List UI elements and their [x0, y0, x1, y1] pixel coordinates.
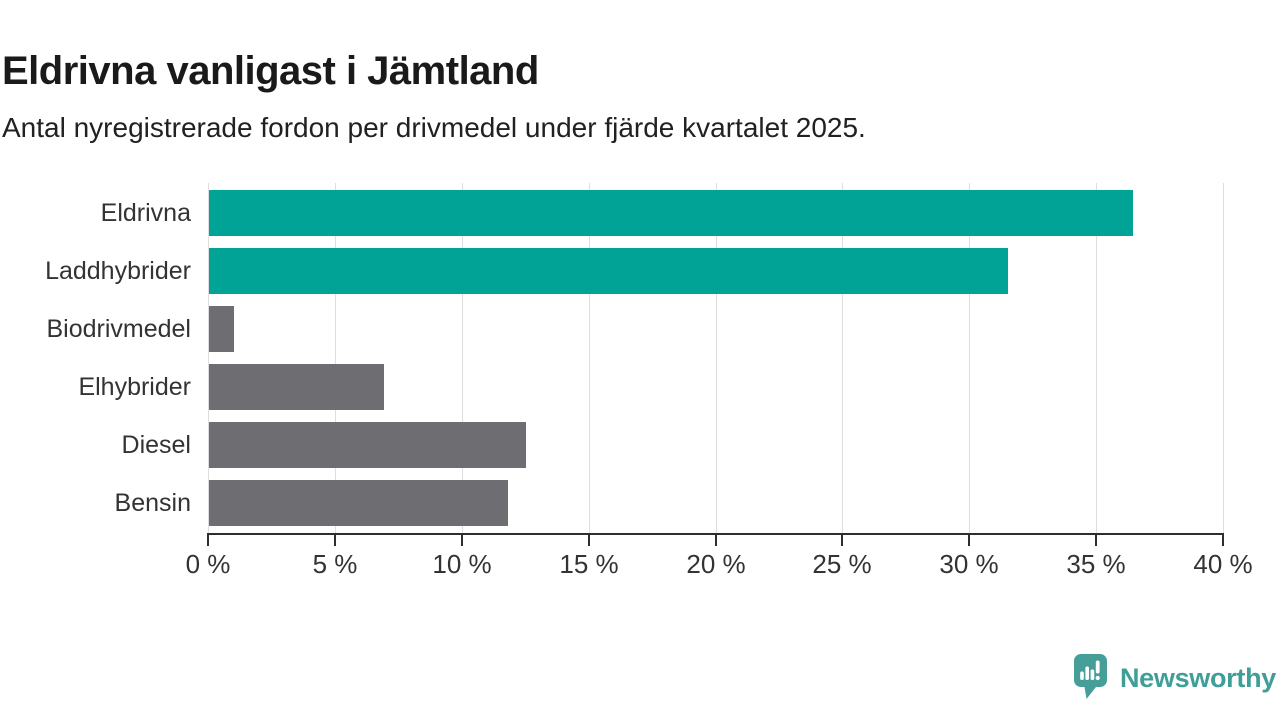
bar-elhybrider	[209, 364, 385, 410]
x-tick-label: 0 %	[185, 549, 231, 579]
x-tick-label: 35 %	[1066, 549, 1126, 579]
x-gridline	[335, 183, 336, 533]
bar-laddhybrider	[209, 248, 1009, 294]
x-axis-tick	[207, 533, 209, 546]
x-tick-label: 10 %	[432, 549, 492, 579]
x-axis-tick	[588, 533, 590, 546]
category-label: Bensin	[114, 489, 191, 517]
x-axis-tick	[1222, 533, 1224, 546]
x-axis-tick	[715, 533, 717, 546]
category-label: Diesel	[121, 431, 191, 459]
chart-title: Eldrivna vanligast i Jämtland	[2, 48, 539, 93]
x-axis-tick	[1095, 533, 1097, 546]
category-label: Biodrivmedel	[46, 315, 191, 343]
category-label: Elhybrider	[78, 373, 191, 401]
x-gridline	[842, 183, 843, 533]
brand-name: Newsworthy	[1119, 663, 1276, 693]
category-label: Eldrivna	[100, 199, 191, 227]
bar-diesel	[209, 422, 527, 468]
bar-eldrivna	[209, 190, 1133, 236]
x-axis-tick	[968, 533, 970, 546]
x-gridline	[969, 183, 970, 533]
x-tick-label: 25 %	[812, 549, 872, 579]
newsworthy-logo-icon	[1073, 654, 1107, 699]
x-gridline	[462, 183, 463, 533]
bar-chart-plot-area: Eldrivna Laddhybrider Biodrivmedel Elhybrid…	[45, 183, 1253, 579]
x-tick-label: 30 %	[939, 549, 999, 579]
x-tick-label: 40 %	[1193, 549, 1253, 579]
x-gridline	[1223, 183, 1224, 533]
x-gridline	[589, 183, 590, 533]
bar-biodrivmedel	[209, 306, 235, 352]
newsworthy-brand: Newsworthy	[1073, 654, 1276, 702]
x-tick-label: 15 %	[559, 549, 619, 579]
x-tick-label: 5 %	[312, 549, 358, 579]
x-axis-tick	[334, 533, 336, 546]
bar-bensin	[209, 480, 509, 526]
x-axis-tick	[461, 533, 463, 546]
x-gridline	[1096, 183, 1097, 533]
x-tick-label: 20 %	[686, 549, 746, 579]
x-gridline	[208, 183, 209, 533]
x-gridline	[716, 183, 717, 533]
chart-subtitle: Antal nyregistrerade fordon per drivmede…	[2, 112, 866, 143]
x-axis-tick	[841, 533, 843, 546]
category-label: Laddhybrider	[45, 257, 191, 285]
